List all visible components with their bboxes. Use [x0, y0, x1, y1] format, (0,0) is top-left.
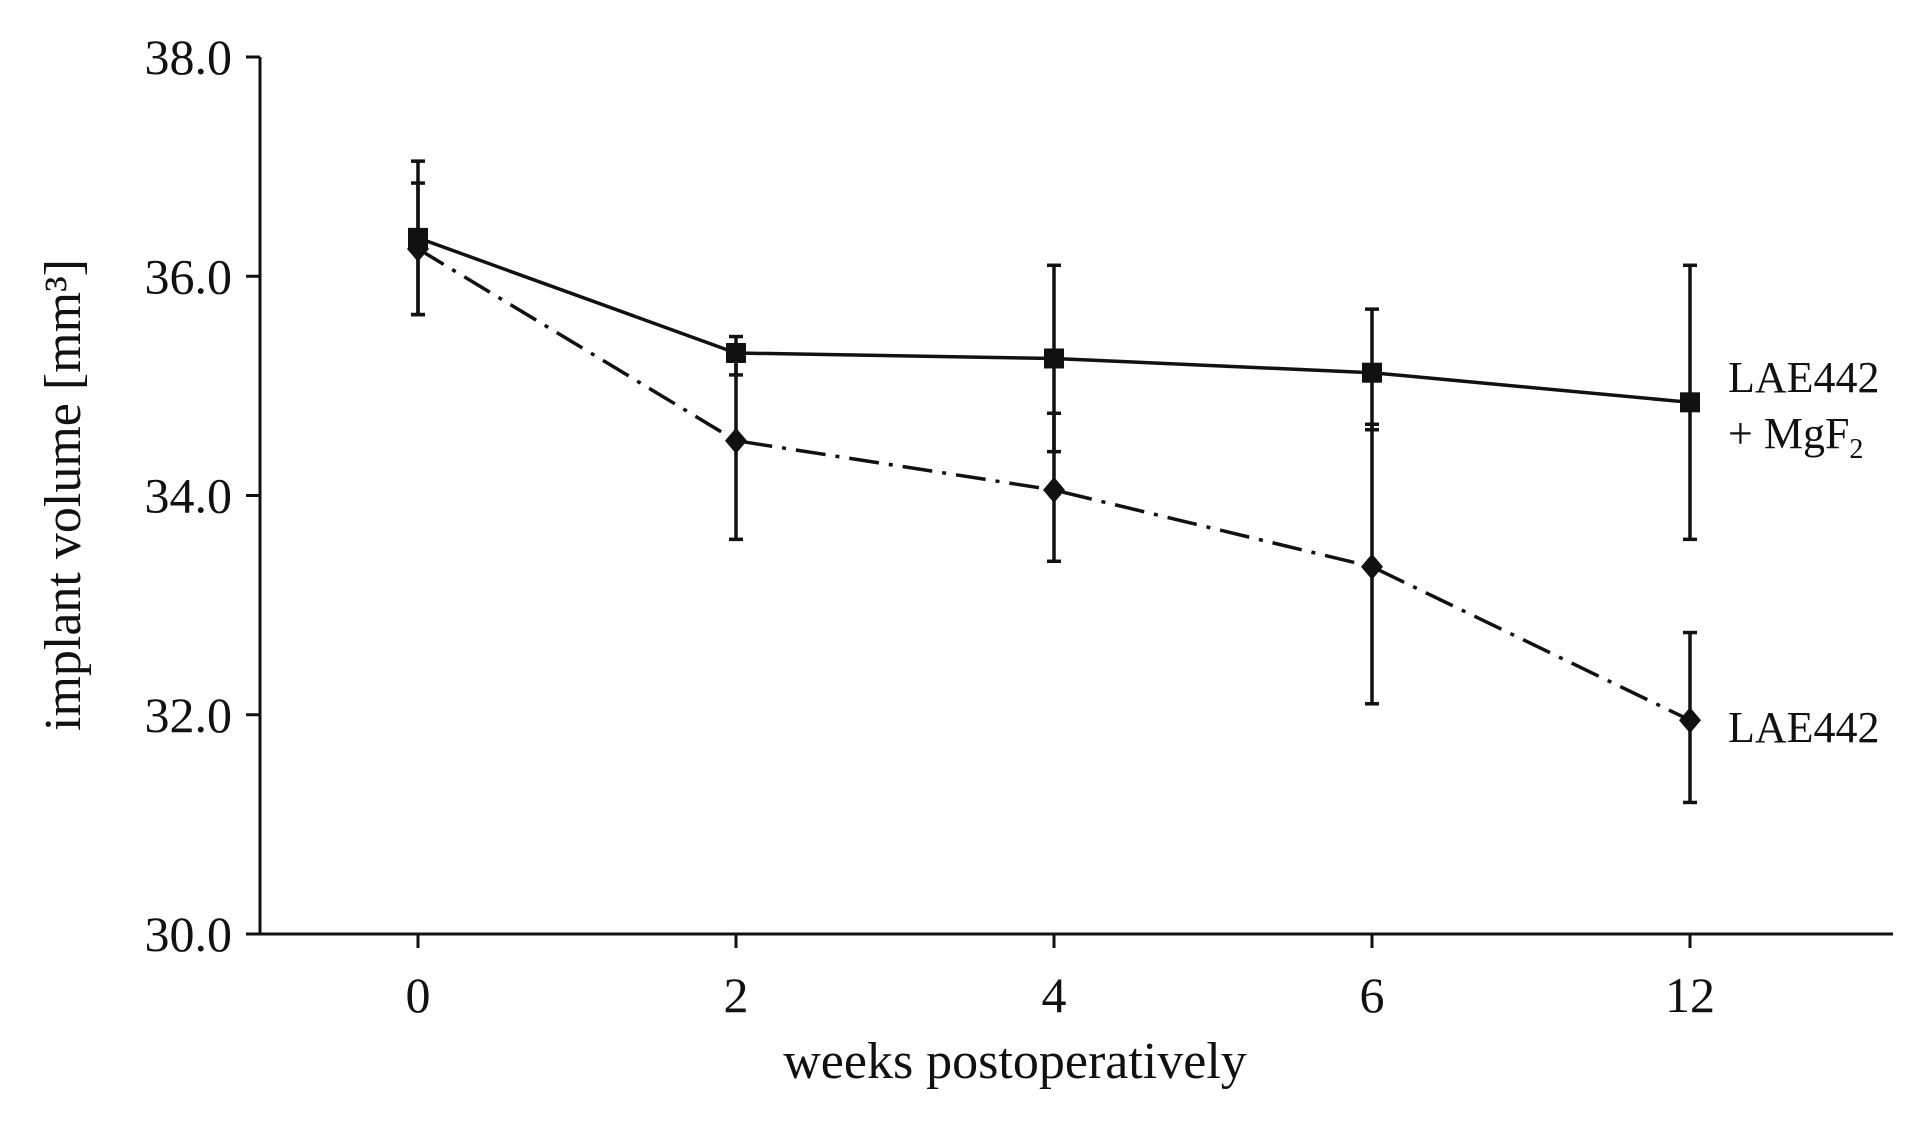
- data-point-diamond: [1361, 553, 1383, 580]
- series-line: [417, 247, 1691, 722]
- y-ticks: 30.0 32.0 34.0 36.0 38.0: [145, 29, 260, 962]
- x-tick-label: 12: [1665, 967, 1715, 1023]
- y-tick-label: 32.0: [145, 687, 233, 743]
- data-point-diamond: [725, 427, 747, 454]
- series-label-coated-line2: + MgF2: [1728, 409, 1863, 465]
- data-point-diamond: [407, 235, 429, 262]
- series-label-coated-line2-main: + MgF: [1728, 409, 1849, 458]
- x-tick-label: 2: [724, 967, 749, 1023]
- series-label-coated-subscript: 2: [1849, 434, 1863, 465]
- x-axis-title: weeks postoperatively: [783, 1033, 1247, 1090]
- series-labels: LAE442 + MgF2 LAE442: [1728, 353, 1880, 752]
- data-point-diamond: [1043, 477, 1065, 504]
- y-tick-label: 30.0: [145, 906, 233, 962]
- x-tick-label: 0: [406, 967, 431, 1023]
- data-point-diamond: [1679, 707, 1701, 734]
- y-tick-label: 36.0: [145, 248, 233, 304]
- y-tick-label: 38.0: [145, 29, 233, 85]
- series-layer: [407, 159, 1701, 805]
- y-tick-label: 34.0: [145, 468, 233, 524]
- series-label-uncoated: LAE442: [1728, 703, 1880, 752]
- data-point-square: [1680, 392, 1700, 413]
- data-point-square: [1362, 362, 1382, 383]
- series-lae442: [407, 181, 1701, 805]
- y-axis-title: implant volume [mm³]: [35, 259, 92, 731]
- data-point-square: [1044, 348, 1064, 369]
- x-tick-label: 6: [1360, 967, 1385, 1023]
- x-ticks: 0 2 4 6 12: [406, 934, 1715, 1023]
- x-tick-label: 4: [1042, 967, 1067, 1023]
- series-label-coated-line1: LAE442: [1728, 353, 1880, 402]
